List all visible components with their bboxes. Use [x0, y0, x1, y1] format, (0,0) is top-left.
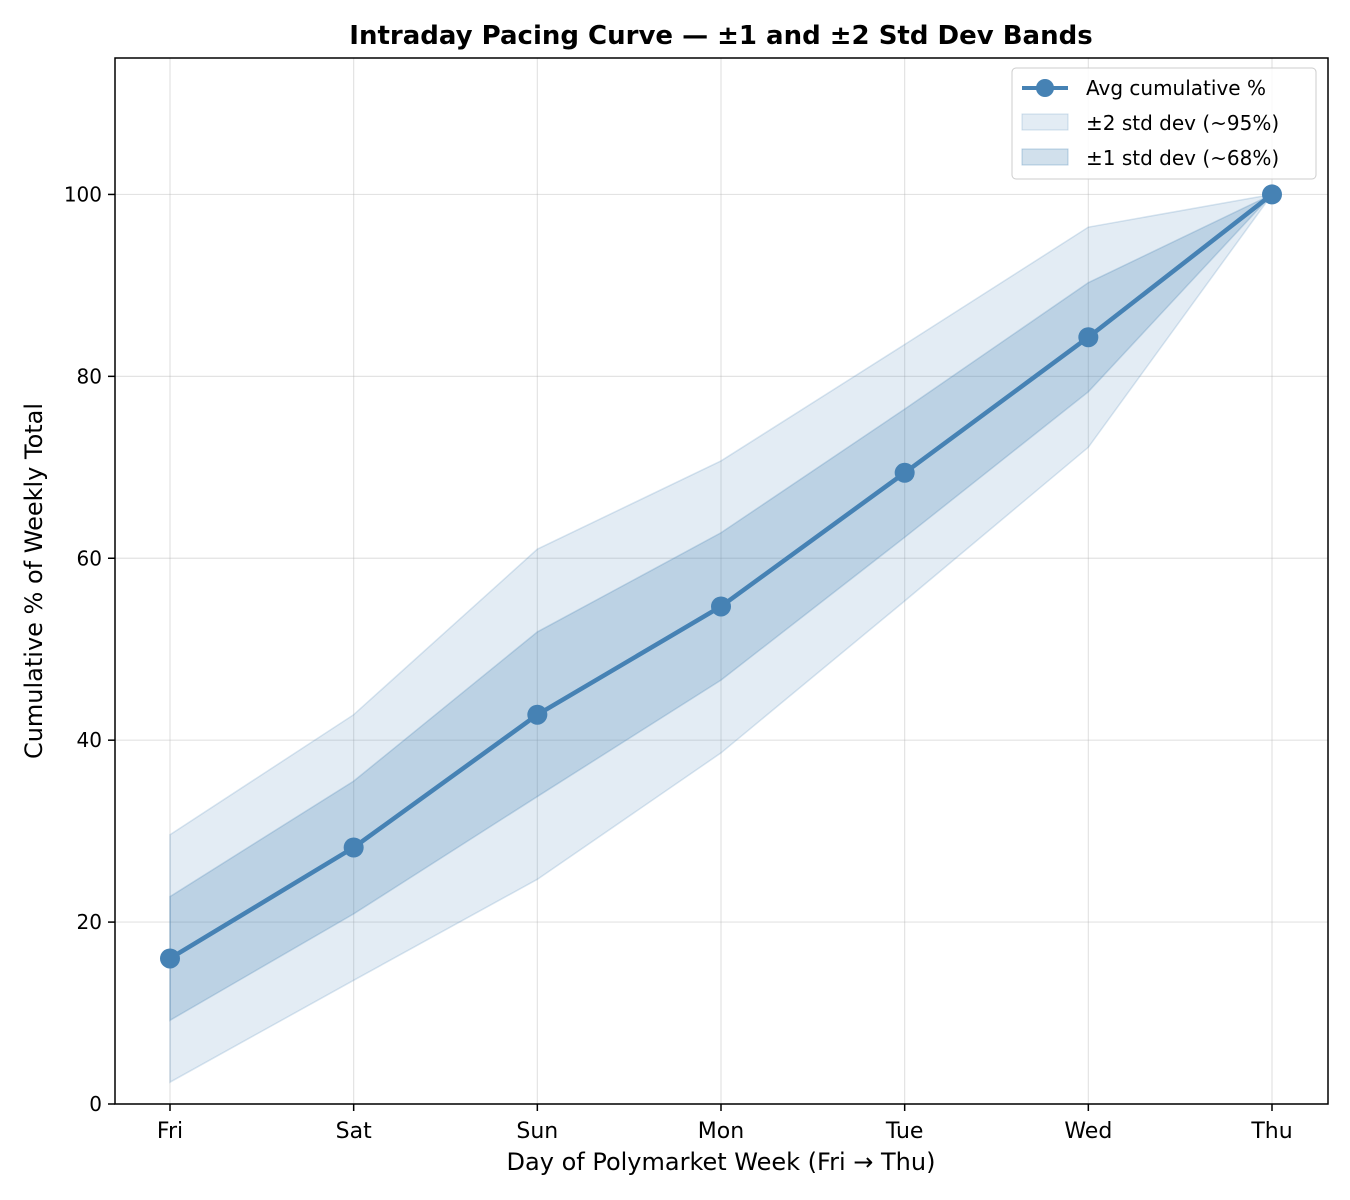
y-tick-label: 80	[77, 364, 102, 388]
grid	[115, 58, 1328, 1105]
legend-marker-swatch	[1036, 79, 1054, 97]
y-axis-label: Cumulative % of Weekly Total	[20, 403, 48, 759]
band-2std-area	[169, 193, 1274, 1084]
x-tick-label-sun: Sun	[516, 1119, 558, 1144]
data-point-sun	[527, 704, 548, 725]
y-tick-label: 0	[89, 1092, 102, 1116]
x-tick-label-sat: Sat	[336, 1119, 372, 1144]
x-tick-label-fri: Fri	[157, 1119, 183, 1144]
legend-label-avg: Avg cumulative %	[1086, 76, 1266, 100]
y-tick-label: 40	[77, 728, 102, 752]
legend-label-band1: ±1 std dev (~68%)	[1086, 146, 1279, 170]
data-point-fri	[160, 948, 180, 969]
chart-title: Intraday Pacing Curve — ±1 and ±2 Std De…	[349, 21, 1092, 51]
data-point-thu	[1262, 184, 1282, 205]
y-tick-label: 100	[64, 182, 102, 206]
data-point-tue	[894, 462, 915, 483]
data-point-wed	[1078, 327, 1099, 348]
x-tick-label-tue: Tue	[885, 1119, 924, 1144]
y-tick-label: 20	[77, 910, 102, 934]
x-axis: Fri Sat Sun Mon Tue Wed Thu	[157, 1104, 1293, 1144]
band-2std	[169, 193, 1274, 1084]
legend-band1-swatch	[1021, 148, 1069, 166]
y-tick-label: 60	[77, 546, 102, 570]
legend-box	[1011, 67, 1317, 180]
legend: Avg cumulative % ±2 std dev (~95%) ±1 st…	[1011, 67, 1317, 180]
x-tick-label-wed: Wed	[1064, 1119, 1112, 1144]
x-axis-label: Day of Polymarket Week (Fri → Thu)	[507, 1148, 936, 1176]
x-tick-label-thu: Thu	[1250, 1119, 1292, 1144]
avg-points	[160, 184, 1282, 969]
legend-label-band2: ±2 std dev (~95%)	[1086, 111, 1279, 135]
data-point-sat	[343, 837, 364, 858]
legend-band2-swatch	[1021, 113, 1069, 131]
y-axis: 0 20 40 60 80 100	[64, 182, 115, 1116]
x-tick-label-mon: Mon	[698, 1119, 744, 1144]
data-point-mon	[711, 596, 731, 617]
